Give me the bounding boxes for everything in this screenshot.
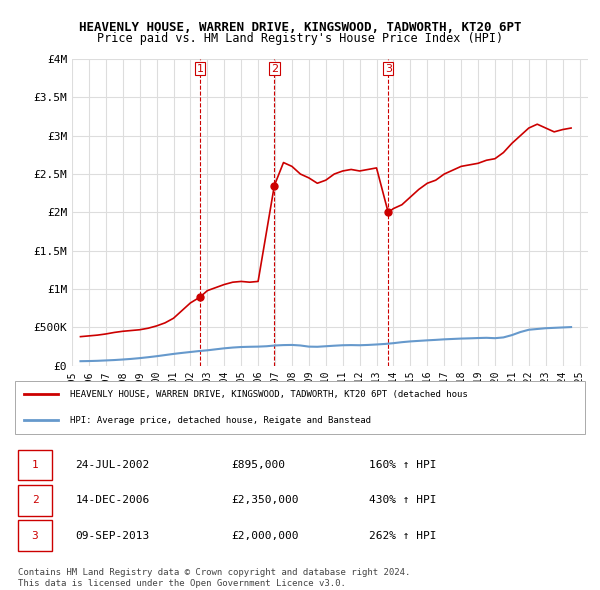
Text: HEAVENLY HOUSE, WARREN DRIVE, KINGSWOOD, TADWORTH, KT20 6PT (detached hous: HEAVENLY HOUSE, WARREN DRIVE, KINGSWOOD,… [70,389,467,399]
Text: 160% ↑ HPI: 160% ↑ HPI [369,460,437,470]
FancyBboxPatch shape [15,381,585,434]
Text: Price paid vs. HM Land Registry's House Price Index (HPI): Price paid vs. HM Land Registry's House … [97,32,503,45]
Text: 2: 2 [32,496,38,505]
FancyBboxPatch shape [18,485,52,516]
Text: 3: 3 [32,531,38,540]
Text: 1: 1 [196,64,203,74]
Text: 430% ↑ HPI: 430% ↑ HPI [369,496,437,505]
Text: £2,000,000: £2,000,000 [231,531,298,540]
FancyBboxPatch shape [18,450,52,480]
Text: £2,350,000: £2,350,000 [231,496,298,505]
FancyBboxPatch shape [18,520,52,551]
Text: 2: 2 [271,64,278,74]
Text: 09-SEP-2013: 09-SEP-2013 [76,531,149,540]
Text: 14-DEC-2006: 14-DEC-2006 [76,496,149,505]
Text: Contains HM Land Registry data © Crown copyright and database right 2024.: Contains HM Land Registry data © Crown c… [18,568,410,576]
Text: 24-JUL-2002: 24-JUL-2002 [76,460,149,470]
Text: HEAVENLY HOUSE, WARREN DRIVE, KINGSWOOD, TADWORTH, KT20 6PT: HEAVENLY HOUSE, WARREN DRIVE, KINGSWOOD,… [79,21,521,34]
Text: HPI: Average price, detached house, Reigate and Banstead: HPI: Average price, detached house, Reig… [70,415,371,425]
Text: 3: 3 [385,64,392,74]
Text: 262% ↑ HPI: 262% ↑ HPI [369,531,437,540]
Text: £895,000: £895,000 [231,460,285,470]
Text: 1: 1 [32,460,38,470]
Text: This data is licensed under the Open Government Licence v3.0.: This data is licensed under the Open Gov… [18,579,346,588]
